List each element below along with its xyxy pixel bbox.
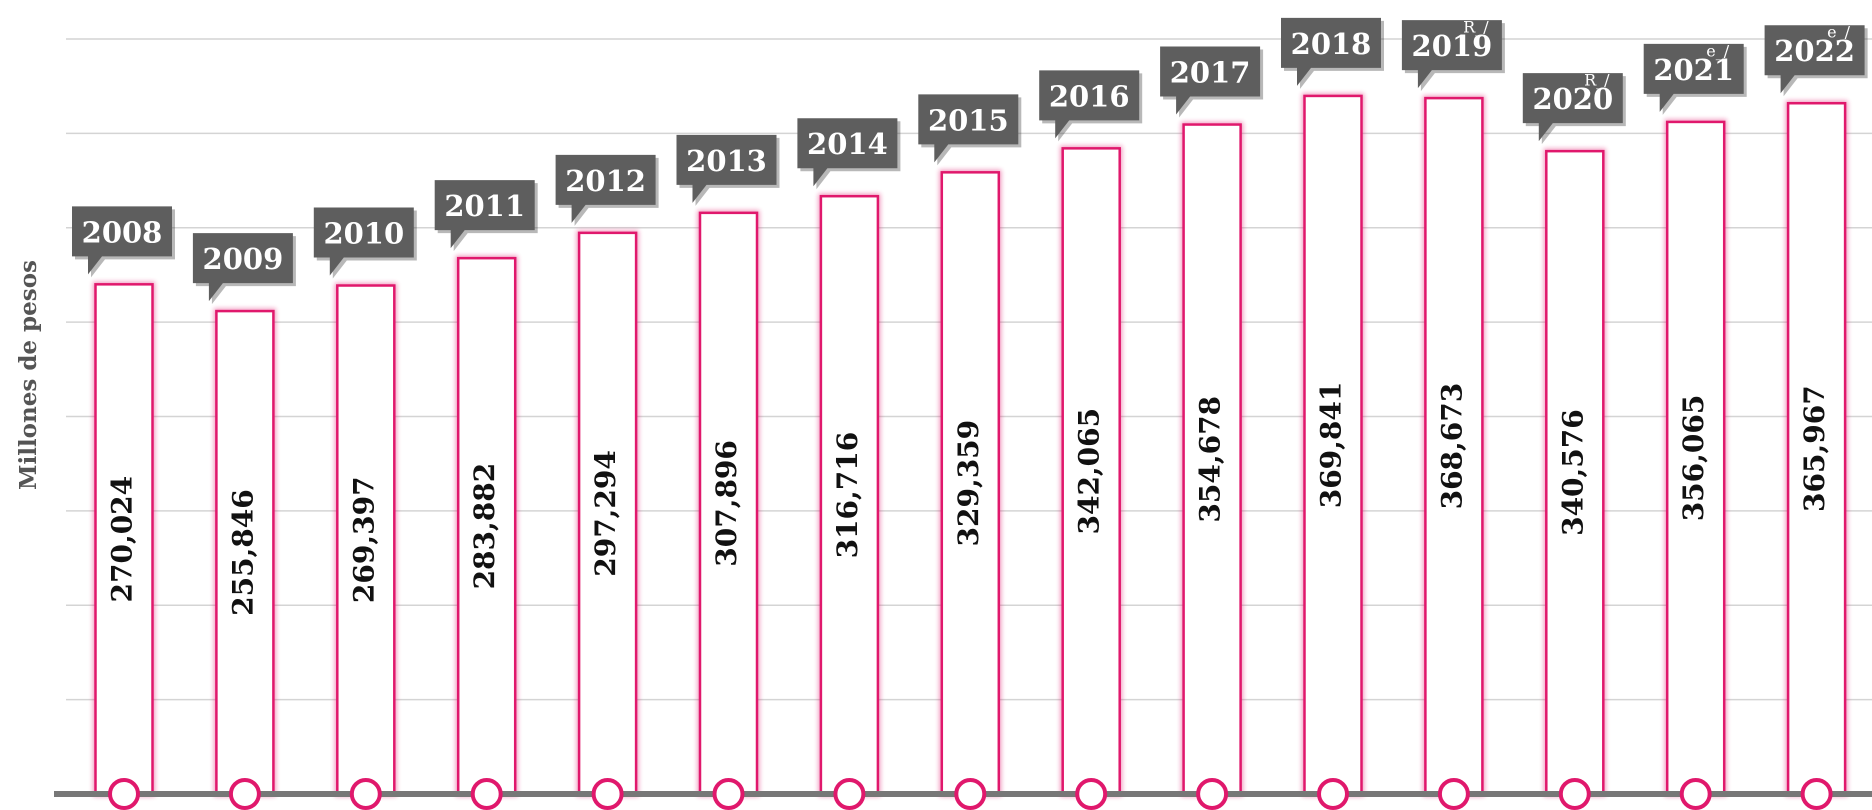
callout (1764, 25, 1865, 94)
callout (1643, 43, 1744, 112)
bar (336, 284, 396, 796)
callout (1401, 20, 1502, 89)
x-tick-label: 2021 (1653, 53, 1734, 87)
value-label: 340,576 (1556, 409, 1589, 536)
x-tick-label: 2012 (565, 164, 646, 198)
x-tick-label: 2013 (686, 144, 767, 178)
base-marker (1437, 778, 1470, 810)
callout (676, 134, 777, 203)
value-label: 365,967 (1798, 385, 1831, 512)
bar (1665, 120, 1726, 796)
callout (1522, 73, 1623, 142)
base-marker (591, 778, 624, 810)
callout (1281, 17, 1381, 86)
bar (1303, 94, 1363, 796)
x-tick-label: 2017 (1170, 56, 1251, 90)
x-tick-label: 2020 (1532, 82, 1613, 116)
value-label: 283,882 (468, 463, 501, 590)
base-marker (712, 778, 745, 810)
callout (192, 233, 293, 302)
callout (434, 180, 535, 249)
bar (819, 194, 880, 796)
x-tick-label: 2010 (323, 217, 404, 251)
x-tick-label: 2011 (444, 189, 525, 223)
year-note: e_/ (1706, 41, 1729, 60)
bar (1182, 123, 1242, 796)
base-marker (1800, 778, 1833, 810)
value-label: 316,716 (831, 432, 864, 559)
value-label: 297,294 (589, 450, 622, 577)
x-tick-label: 2022 (1774, 34, 1855, 68)
year-note: e_/ (1827, 23, 1850, 42)
base-marker (108, 778, 140, 810)
callout (72, 206, 172, 275)
bar (94, 283, 154, 796)
callout (1160, 46, 1261, 115)
bar (1545, 149, 1605, 796)
value-label: 369,841 (1315, 382, 1348, 509)
value-label: 270,024 (106, 476, 139, 603)
callout (1039, 70, 1140, 139)
callout (797, 118, 898, 187)
year-note: R_/ (1463, 18, 1489, 37)
bar (456, 256, 517, 796)
x-tick-label: 2008 (82, 215, 163, 249)
base-marker (1196, 778, 1229, 810)
value-label: 342,065 (1073, 408, 1106, 535)
base-marker (1679, 778, 1712, 810)
value-label: 356,065 (1677, 395, 1710, 522)
value-label: 255,846 (226, 489, 259, 616)
base-marker (228, 778, 261, 810)
base-marker (954, 778, 987, 810)
callout (555, 154, 656, 223)
base-marker (1075, 778, 1108, 810)
x-tick-label: 2018 (1291, 27, 1372, 61)
value-label: 329,359 (952, 420, 985, 547)
x-tick-label: 2009 (203, 242, 284, 276)
x-tick-label: 2014 (807, 127, 888, 161)
base-marker (470, 778, 503, 810)
value-label: 368,673 (1435, 383, 1468, 510)
bar (577, 231, 638, 796)
x-tick-label: 2019 (1412, 29, 1493, 63)
base-marker (1558, 778, 1591, 810)
bar (1424, 96, 1484, 796)
value-label: 307,896 (710, 440, 743, 567)
x-tick-label: 2016 (1049, 79, 1130, 113)
callout (918, 94, 1019, 163)
bar (940, 171, 1001, 796)
base-marker (833, 778, 866, 810)
base-marker (1317, 778, 1349, 810)
base-marker (349, 778, 382, 810)
year-note: R_/ (1584, 71, 1610, 90)
value-label: 269,397 (347, 476, 380, 603)
bar (1786, 101, 1847, 796)
bar (1061, 147, 1121, 796)
y-axis-label: Millones de pesos (15, 260, 42, 490)
x-tick-label: 2015 (928, 103, 1009, 137)
callout (313, 207, 414, 276)
value-label: 354,678 (1194, 396, 1227, 523)
